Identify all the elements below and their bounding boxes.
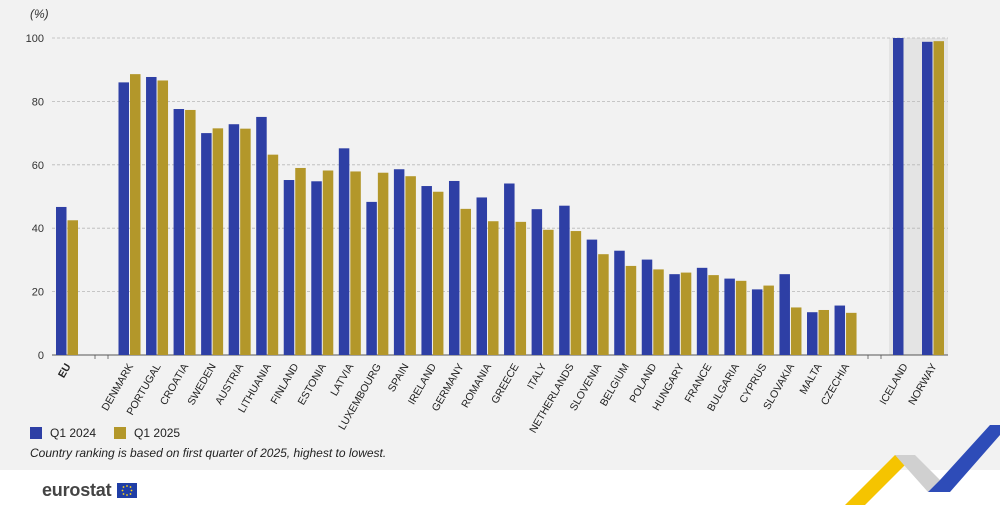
- bar-finland-q1-2025: [295, 167, 306, 355]
- bar-slovenia-q1-2024: [586, 239, 598, 355]
- bar-poland-q1-2024: [641, 259, 653, 355]
- bar-hungary-q1-2024: [669, 274, 680, 355]
- y-tick-label-80: 80: [32, 96, 44, 108]
- bar-slovenia-q1-2025: [598, 254, 609, 355]
- x-tick-label-eu: EU: [56, 362, 74, 381]
- bar-romania-q1-2024: [476, 197, 488, 355]
- bar-eu-q1-2024: [56, 206, 67, 355]
- legend-item-q1-2024: Q1 2024: [30, 426, 96, 440]
- logo-text: eurostat: [42, 480, 112, 500]
- legend-label-q1-2024: Q1 2024: [50, 426, 97, 440]
- bar-sweden-q1-2024: [201, 133, 212, 355]
- bar-croatia-q1-2025: [185, 109, 196, 355]
- bar-eu-q1-2025: [67, 220, 78, 355]
- bar-italy-q1-2025: [543, 229, 554, 355]
- eu-flag-icon: [117, 483, 138, 498]
- bar-denmark-q1-2024: [118, 82, 129, 355]
- bar-slovakia-q1-2025: [790, 307, 802, 355]
- decorative-chevron: [845, 425, 1000, 505]
- bar-luxembourg-q1-2024: [366, 201, 377, 355]
- bar-spain-q1-2025: [405, 176, 416, 355]
- bar-belgium-q1-2024: [614, 250, 625, 355]
- x-tick-label-spain: SPAIN: [386, 362, 412, 395]
- bar-malta-q1-2024: [807, 312, 818, 355]
- bar-ireland-q1-2024: [421, 186, 432, 355]
- bar-sweden-q1-2025: [212, 128, 224, 355]
- bar-cyprus-q1-2024: [751, 289, 763, 355]
- bar-poland-q1-2025: [653, 269, 664, 355]
- bar-czechia-q1-2025: [846, 312, 857, 355]
- bar-bulgaria-q1-2024: [724, 278, 735, 355]
- bar-iceland-q1-2024: [893, 38, 904, 355]
- bar-greece-q1-2025: [515, 221, 527, 355]
- bar-romania-q1-2025: [488, 221, 499, 355]
- bar-finland-q1-2024: [283, 180, 295, 355]
- bar-norway-q1-2025: [933, 41, 944, 356]
- bar-france-q1-2025: [708, 275, 719, 355]
- bar-belgium-q1-2025: [625, 265, 637, 355]
- x-tick-label-iceland: ICELAND: [877, 361, 910, 407]
- x-tick-label-norway: NORWAY: [906, 362, 939, 408]
- bar-bulgaria-q1-2025: [735, 280, 747, 355]
- bar-estonia-q1-2025: [322, 170, 334, 355]
- bar-croatia-q1-2024: [173, 109, 185, 356]
- bar-estonia-q1-2024: [311, 181, 322, 355]
- y-tick-label-20: 20: [32, 287, 44, 299]
- legend-item-q1-2025: Q1 2025: [114, 426, 180, 440]
- bar-austria-q1-2025: [240, 128, 251, 355]
- bar-cyprus-q1-2025: [763, 285, 774, 355]
- bar-hungary-q1-2025: [680, 272, 692, 355]
- eurostat-logo: eurostat: [42, 480, 138, 501]
- x-tick-label-italy: ITALY: [525, 362, 549, 392]
- y-tick-label-60: 60: [32, 160, 44, 172]
- y-tick-label-100: 100: [26, 33, 44, 45]
- bar-denmark-q1-2025: [130, 74, 141, 355]
- x-tick-label-latvia: LATVIA: [328, 362, 356, 399]
- y-tick-label-40: 40: [32, 223, 44, 235]
- bar-czechia-q1-2024: [834, 305, 846, 355]
- bar-latvia-q1-2025: [350, 171, 361, 355]
- bar-germany-q1-2024: [448, 180, 460, 355]
- chart-panel: 0 20 40 60 80 100 (%) EU DENMARK PORTUGAL CROATIA S…: [0, 0, 1000, 470]
- bar-france-q1-2024: [696, 267, 708, 355]
- chart-note: Country ranking is based on first quarte…: [30, 446, 387, 460]
- bar-spain-q1-2024: [393, 169, 405, 355]
- legend-swatch-q1-2025: [114, 427, 127, 439]
- y-tick-label-0: 0: [38, 350, 44, 362]
- legend-label-q1-2025: Q1 2025: [134, 426, 181, 440]
- bar-ireland-q1-2025: [432, 191, 444, 355]
- bar-malta-q1-2025: [818, 309, 829, 355]
- legend-swatch-q1-2024: [30, 427, 42, 439]
- bar-portugal-q1-2025: [157, 80, 169, 355]
- bar-latvia-q1-2024: [338, 148, 350, 355]
- bar-lithuania-q1-2024: [256, 116, 267, 355]
- bar-germany-q1-2025: [460, 208, 471, 355]
- x-tick-label-greece: GREECE: [489, 362, 522, 406]
- bar-norway-q1-2024: [922, 41, 933, 355]
- y-axis-label: (%): [30, 7, 49, 21]
- chart-legend: Q1 2024 Q1 2025: [30, 426, 198, 440]
- bar-italy-q1-2024: [531, 209, 543, 355]
- bar-portugal-q1-2024: [146, 76, 157, 355]
- bar-luxembourg-q1-2025: [377, 172, 389, 355]
- bar-netherlands-q1-2024: [559, 205, 570, 355]
- bar-netherlands-q1-2025: [570, 231, 582, 355]
- bar-lithuania-q1-2025: [267, 154, 279, 355]
- bar-austria-q1-2024: [228, 124, 240, 355]
- bar-greece-q1-2024: [504, 183, 515, 355]
- bar-slovakia-q1-2024: [779, 274, 790, 355]
- x-tick-label-malta: MALTA: [797, 362, 824, 397]
